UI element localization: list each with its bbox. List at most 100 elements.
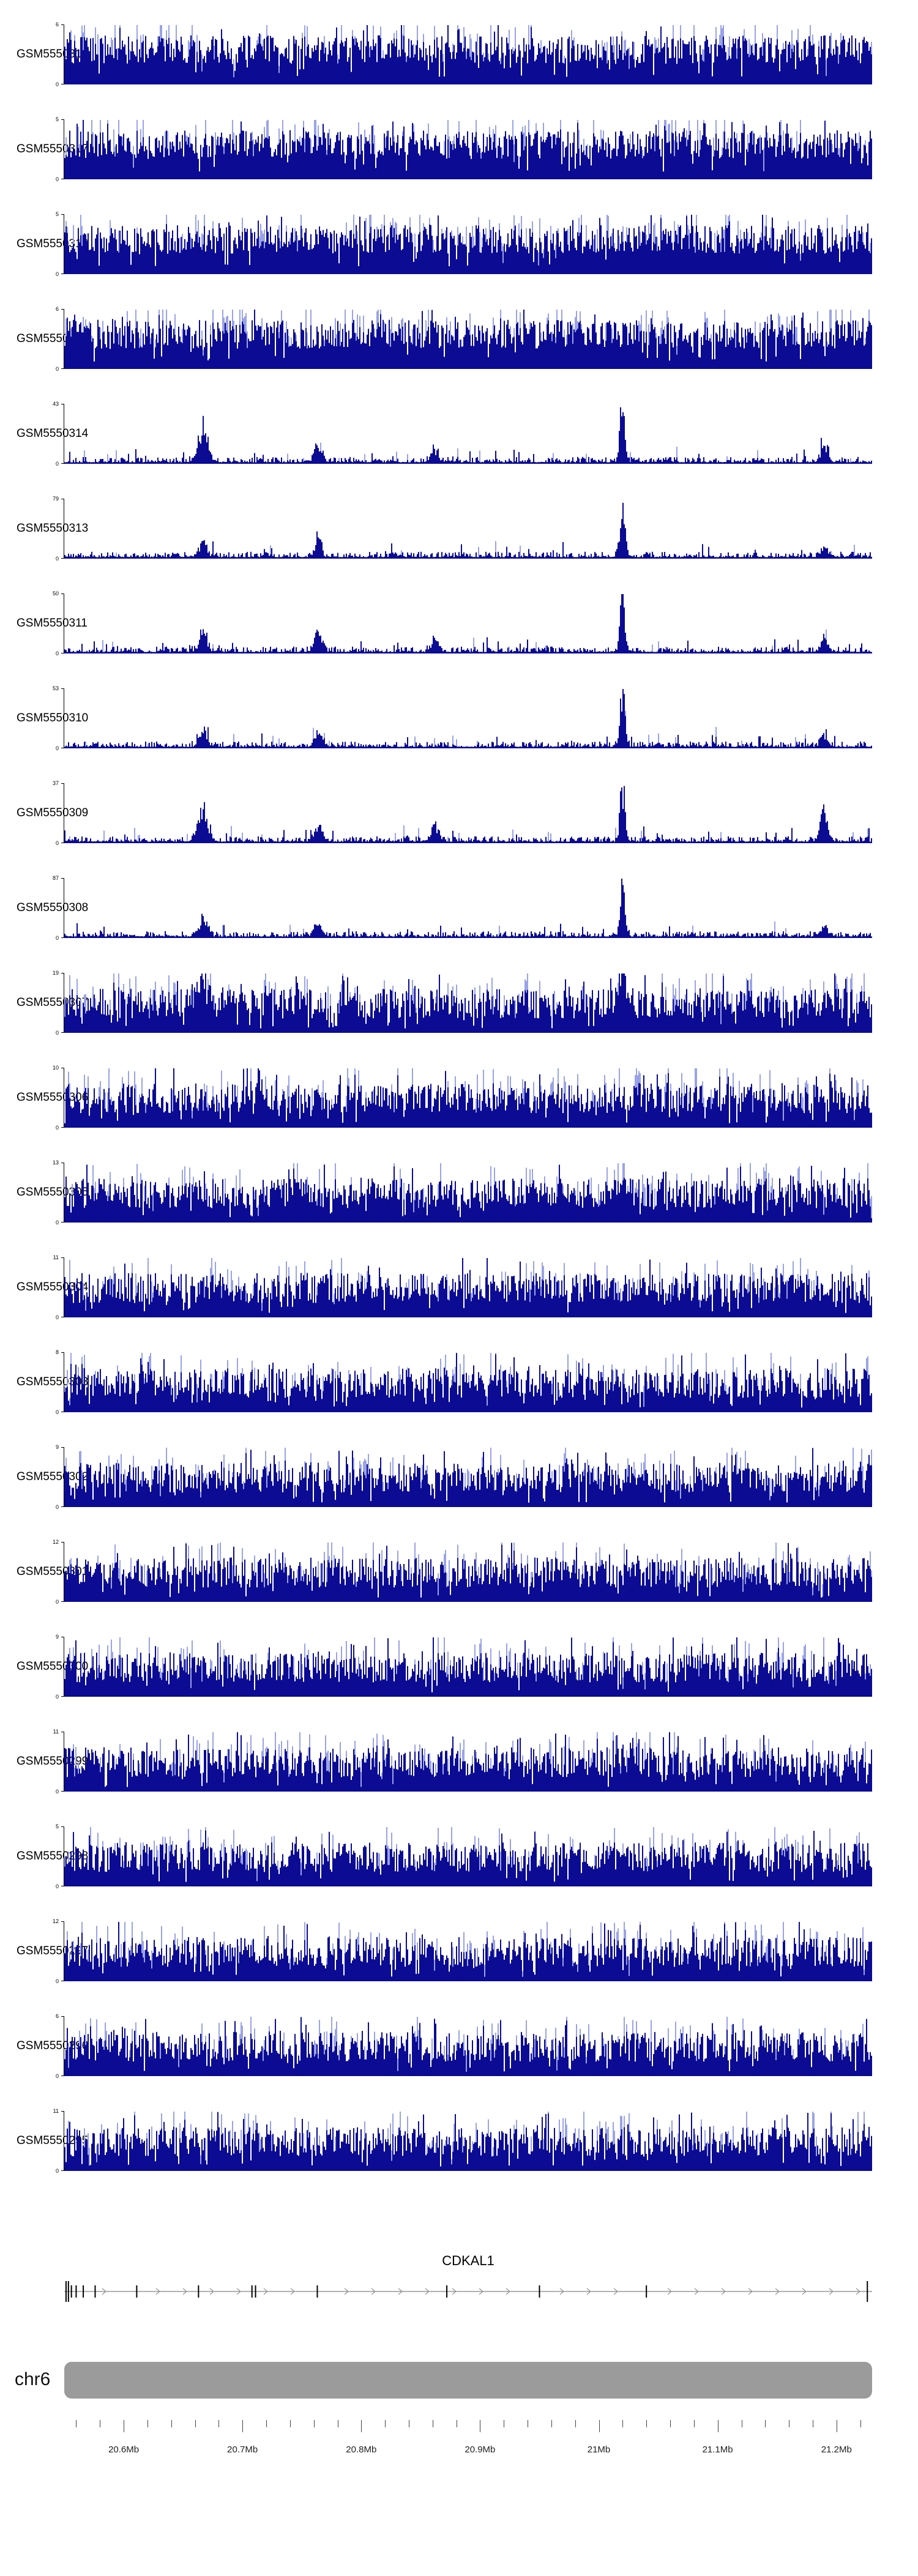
y-axis-tick-bottom: [61, 2170, 64, 2171]
y-axis-tick-bottom: [61, 1127, 64, 1128]
track-plot: [64, 1922, 872, 1981]
axis-minor-tick: [385, 2420, 386, 2427]
strand-arrow-icon: [182, 2288, 188, 2295]
y-axis-zero-label: 0: [55, 2168, 59, 2174]
strand-arrow-icon: [586, 2288, 592, 2295]
strand-arrow-icon: [290, 2288, 296, 2295]
track-label: GSM5550313: [17, 522, 89, 535]
gene-model: [64, 2281, 872, 2302]
y-axis-max-label: 6: [55, 306, 59, 312]
y-axis-zero-label: 0: [55, 366, 59, 372]
track-plot: [64, 879, 872, 938]
track-label: GSM5550298: [17, 1850, 89, 1863]
y-axis-max-label: 11: [53, 1254, 59, 1260]
signal-bars-dark: [64, 1922, 872, 1981]
axis-minor-tick: [195, 2420, 196, 2427]
y-axis-tick-top: [61, 1257, 64, 1258]
axis-minor-tick: [646, 2420, 647, 2427]
signal-bars-dark: [64, 502, 872, 559]
strand-arrow-icon: [452, 2288, 457, 2295]
y-axis-max-label: 9: [55, 1634, 59, 1640]
axis-minor-tick: [693, 2420, 695, 2427]
signal-bars-dark: [64, 1448, 872, 1507]
track-row-GSM5550314: GSM5550314 43 0: [0, 396, 918, 491]
signal-bars-dark: [64, 1164, 872, 1223]
track-plot: [64, 407, 872, 464]
track-row-GSM5550303: GSM5550303 8 0: [0, 1345, 918, 1440]
axis-tick-label: 20.7Mb: [227, 2444, 258, 2455]
track-row-GSM5550301: GSM5550301 12 0: [0, 1535, 918, 1629]
track-row-GSM5550300: GSM5550300 9 0: [0, 1629, 918, 1724]
y-axis-zero-label: 0: [55, 2073, 59, 2079]
track-plot: [64, 1163, 872, 1223]
axis-minor-tick: [575, 2420, 576, 2427]
track-row-GSM5550317: GSM5550317 5 0: [0, 112, 918, 207]
track-row-GSM5550316: GSM5550316 5 0: [0, 207, 918, 302]
signal-bars-dark: [64, 2017, 872, 2076]
signal-bars-dark: [64, 25, 872, 84]
y-axis-tick-top: [61, 1542, 64, 1543]
y-axis-max-label: 13: [52, 1160, 59, 1166]
y-axis-zero-label: 0: [55, 1219, 59, 1226]
track-label: GSM5550316: [17, 237, 89, 250]
y-axis-tick-top: [61, 119, 64, 120]
strand-arrow-icon: [748, 2288, 753, 2295]
strand-arrow-icon: [802, 2288, 807, 2295]
strand-arrow-icon: [263, 2288, 269, 2295]
signal-bars-dark: [64, 786, 872, 843]
y-axis-max-label: 6: [55, 21, 59, 28]
axis-minor-tick: [147, 2420, 148, 2427]
y-axis-tick-top: [61, 1447, 64, 1448]
track-plot: [64, 1448, 872, 1507]
y-axis-max-label: 8: [55, 1349, 59, 1355]
track-plot: [64, 25, 872, 84]
track-plot: [64, 689, 872, 748]
signal-bars-dark: [64, 2112, 872, 2171]
signal-bars-dark: [64, 215, 872, 274]
y-axis-max-label: 50: [52, 590, 59, 597]
y-axis-max-label: 5: [55, 1823, 59, 1830]
signal-bars-light: [84, 442, 851, 464]
track-label: GSM5550309: [17, 806, 89, 819]
signal-bars-dark: [64, 1543, 872, 1602]
axis-minor-tick: [218, 2420, 220, 2427]
y-axis-max-label: 12: [52, 1918, 59, 1924]
track-row-GSM5550306: GSM5550306 10 0: [0, 1060, 918, 1155]
strand-arrow-icon: [613, 2288, 619, 2295]
strand-arrow-icon: [559, 2288, 565, 2295]
y-axis-tick-top: [61, 214, 64, 215]
track-label: GSM5550311: [17, 617, 88, 630]
y-axis-tick-bottom: [61, 368, 64, 369]
track-plot: [64, 502, 872, 559]
y-axis-max-label: 87: [52, 875, 59, 881]
track-label: GSM5550314: [17, 427, 89, 440]
y-axis-tick-top: [61, 688, 64, 689]
y-axis-tick-bottom: [61, 1506, 64, 1507]
track-row-GSM5550309: GSM5550309 37 0: [0, 776, 918, 871]
axis-minor-tick: [171, 2420, 172, 2427]
track-row-GSM5550305: GSM5550305 13 0: [0, 1155, 918, 1250]
axis-tick-label: 21.1Mb: [702, 2444, 733, 2455]
axis-major-tick: [599, 2420, 600, 2432]
strand-arrow-icon: [344, 2288, 349, 2295]
y-axis-max-label: 10: [52, 1065, 59, 1071]
y-axis-zero-label: 0: [55, 1789, 59, 1795]
track-plot: [64, 973, 872, 1033]
track-label: GSM5550310: [17, 712, 89, 724]
signal-bars-light: [85, 710, 806, 748]
chromosome-ideogram: [64, 2362, 872, 2399]
signal-bars-dark: [64, 120, 872, 179]
y-axis-zero-label: 0: [55, 1314, 59, 1320]
track-plot: [64, 1068, 872, 1128]
track-row-GSM5550318: GSM5550318 6 0: [0, 17, 918, 112]
y-axis-tick-bottom: [61, 2075, 64, 2076]
y-axis-tick-bottom: [61, 937, 64, 938]
y-axis-max-label: 79: [52, 496, 59, 502]
y-axis-tick-bottom: [61, 1222, 64, 1223]
track-row-GSM5550311: GSM5550311 50 0: [0, 586, 918, 681]
strand-arrow-icon: [209, 2288, 215, 2295]
strand-arrow-icon: [371, 2288, 376, 2295]
y-axis-tick-top: [61, 309, 64, 310]
signal-bars-dark: [64, 1353, 872, 1412]
signal-bars-dark: [64, 310, 872, 369]
